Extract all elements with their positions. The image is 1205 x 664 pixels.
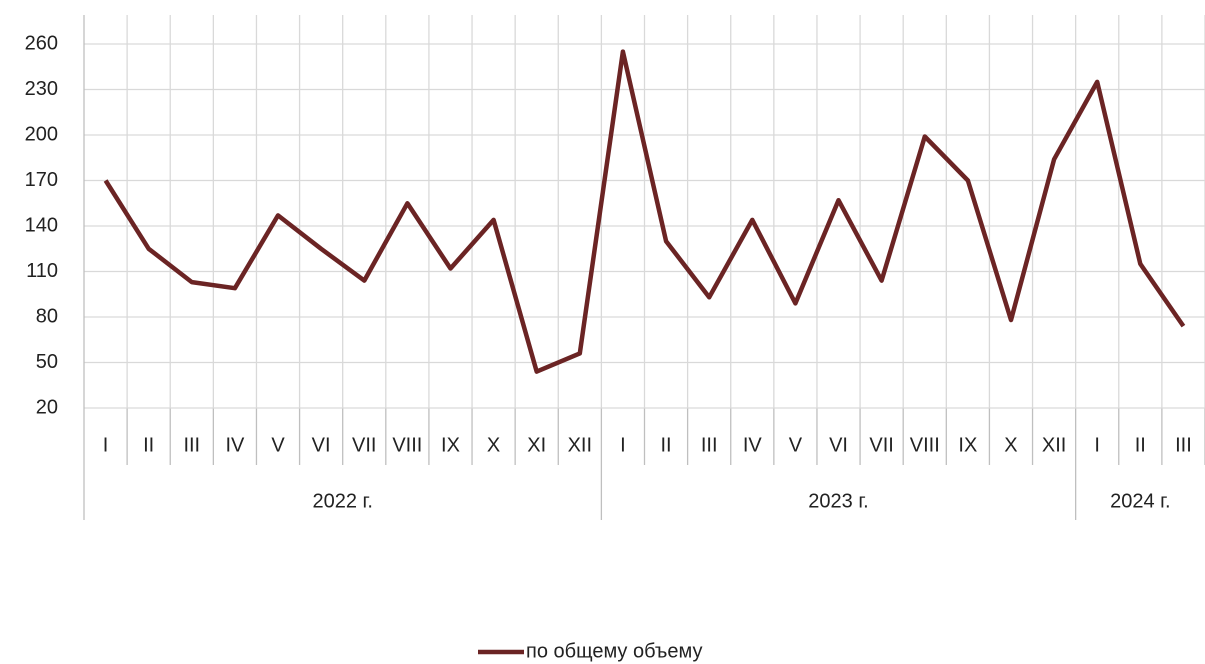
x-tick-label: VI [829,434,848,456]
x-tick-label: I [1094,434,1100,456]
y-tick-label: 80 [36,305,58,327]
group-label: 2023 г. [808,490,868,512]
y-tick-label: 170 [25,169,58,191]
x-tick-label: IV [225,434,245,456]
x-tick-label: VII [352,434,376,456]
x-tick-label: VII [869,434,893,456]
x-tick-label: II [143,434,154,456]
legend-label: по общему объему [526,640,702,662]
x-tick-label: XII [568,434,592,456]
x-tick-label: V [271,434,285,456]
y-tick-label: 50 [36,351,58,373]
x-tick-label: I [620,434,626,456]
group-label: 2022 г. [312,490,372,512]
x-tick-label: II [660,434,671,456]
y-tick-label: 200 [25,123,58,145]
x-tick-label: X [487,434,500,456]
x-tick-label: XI [527,434,546,456]
x-tick-label: V [789,434,803,456]
x-tick-label: VIII [910,434,940,456]
y-tick-label: 140 [25,214,58,236]
y-tick-label: 260 [25,32,58,54]
x-tick-label: VI [312,434,331,456]
series-line [103,49,1186,374]
x-tick-label: III [1175,434,1192,456]
x-tick-label: IX [958,434,977,456]
y-tick-label: 20 [36,396,58,418]
x-tick-label: X [1004,434,1017,456]
x-tick-label: IV [743,434,763,456]
y-tick-label: 110 [26,260,58,282]
y-tick-label: 230 [25,78,58,100]
x-tick-label: III [701,434,718,456]
x-tick-label: III [183,434,200,456]
x-tick-label: VIII [392,434,422,456]
x-tick-label: XII [1042,434,1066,456]
x-tick-label: I [103,434,109,456]
x-tick-label: IX [441,434,460,456]
group-label: 2024 г. [1110,490,1170,512]
x-tick-label: II [1135,434,1146,456]
